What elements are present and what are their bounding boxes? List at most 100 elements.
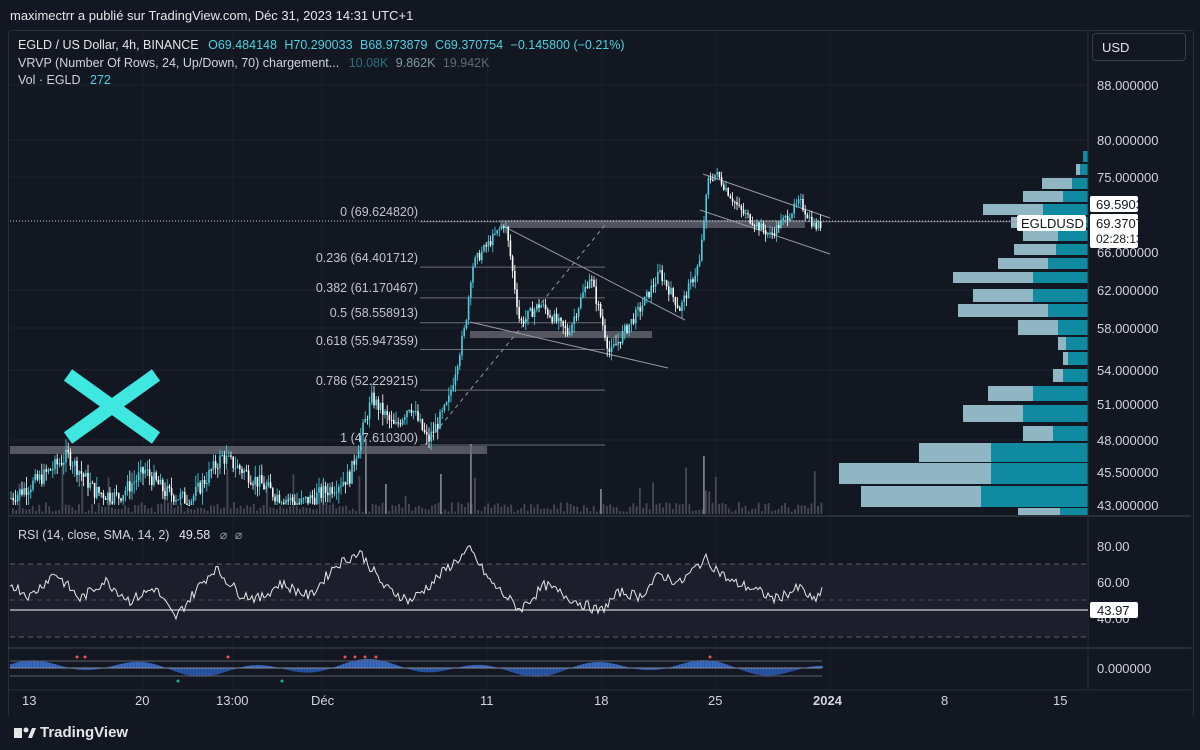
volume-bar	[645, 503, 648, 514]
oscillator-bar	[614, 664, 616, 668]
volume-bar	[84, 511, 87, 514]
volume-legend[interactable]: Vol · EGLD 272	[18, 73, 111, 87]
candle-body	[740, 205, 743, 211]
oscillator-bar	[391, 663, 393, 668]
volume-bar	[632, 503, 635, 514]
vrvp-label[interactable]: VRVP (Number Of Rows, 24, Up/Down, 70) c…	[18, 56, 340, 70]
candle-body	[109, 492, 111, 502]
volume-bar	[417, 505, 420, 514]
resistance-zone-top[interactable]	[500, 220, 805, 228]
candle-body	[571, 324, 573, 334]
candle-body	[69, 451, 72, 466]
candle-body	[195, 486, 197, 497]
oscillator-bar	[610, 663, 612, 668]
profile-down-row	[958, 304, 1048, 317]
oscillator-bar	[562, 668, 564, 672]
candle-body	[461, 335, 463, 356]
oscillator-bar	[190, 668, 192, 676]
candle-body	[522, 320, 525, 324]
candle-body	[525, 318, 527, 324]
oscillator-bar	[449, 668, 451, 670]
volume-label[interactable]: Vol · EGLD	[18, 73, 81, 87]
price-axis[interactable]: 88.000000 80.000000 75.000000 66.000000 62.0…	[1097, 78, 1158, 513]
oscillator-bar	[674, 665, 676, 668]
candle-body	[426, 432, 428, 435]
candle-body	[654, 283, 657, 287]
oscillator-bar	[202, 668, 204, 677]
oscillator-bar	[775, 668, 777, 675]
oscillator-bar	[703, 660, 705, 668]
trend-lines[interactable]	[424, 173, 831, 446]
support-zone-left[interactable]	[10, 446, 487, 454]
visibility-icon[interactable]: ⌀	[234, 528, 243, 542]
volume-bar	[728, 508, 730, 514]
candle-body	[346, 471, 349, 485]
oscillator-bar	[296, 668, 298, 672]
candle-body	[298, 503, 300, 505]
volume-bar	[652, 482, 654, 514]
candle-body	[96, 486, 98, 498]
oscillator-bar	[322, 668, 324, 671]
volume-bar	[216, 503, 219, 514]
volume-bar	[559, 502, 562, 514]
oscillator-bar	[386, 661, 388, 668]
rsi-legend[interactable]: RSI (14, close, SMA, 14, 2) 49.58 ⌀ ⌀	[18, 527, 242, 542]
candle-body	[657, 272, 659, 284]
candle-body	[71, 465, 74, 467]
candle-body	[41, 474, 43, 484]
candle-body	[762, 223, 765, 231]
oscillator-bar	[233, 668, 235, 670]
candle-body	[23, 488, 25, 495]
oscillator-histogram	[10, 655, 823, 683]
oscillator-bar	[133, 661, 135, 668]
oscillator-bar	[188, 668, 190, 676]
candle-body	[472, 266, 474, 283]
symbol-name[interactable]: EGLD / US Dollar, 4h, BINANCE	[18, 38, 199, 52]
oscillator-bar	[602, 662, 604, 668]
support-zone-mid[interactable]	[470, 331, 652, 338]
oscillator-bar	[80, 668, 82, 670]
rsi-label[interactable]: RSI (14, close, SMA, 14, 2)	[18, 528, 170, 542]
time-tick: 13	[22, 693, 36, 708]
time-axis[interactable]: 13 20 13:00 Déc 11 18 25 2024 8 15	[22, 693, 1067, 708]
candle-body	[236, 465, 239, 468]
oscillator-bar	[698, 660, 700, 668]
oscillator-signal-dot	[708, 655, 712, 659]
oscillator-bar	[214, 668, 216, 675]
candle-body	[639, 307, 641, 312]
oscillator-bar	[617, 664, 619, 668]
volume-bar	[35, 510, 37, 514]
candle-body	[562, 320, 564, 326]
oscillator-bar	[442, 668, 444, 671]
candle-body	[159, 479, 162, 485]
volume-bar	[401, 507, 404, 514]
symbol-legend[interactable]: EGLD / US Dollar, 4h, BINANCE O69.484148…	[18, 38, 625, 52]
oscillator-signal-dot	[83, 655, 87, 659]
volume-bar	[606, 506, 608, 514]
vrvp-value-total: 19.942K	[442, 56, 490, 70]
candle-body	[43, 469, 45, 484]
oscillator-bar	[17, 662, 19, 668]
oscillator-bar	[118, 664, 120, 668]
oscillator-bar	[530, 668, 532, 677]
oscillator-bar	[409, 668, 411, 670]
visibility-icon[interactable]: ⌀	[219, 528, 228, 542]
profile-down-row	[919, 443, 991, 462]
volume-bar	[569, 504, 572, 514]
volume-bar	[787, 507, 790, 514]
oscillator-bar	[145, 662, 147, 668]
vrvp-legend[interactable]: VRVP (Number Of Rows, 24, Up/Down, 70) c…	[18, 56, 489, 70]
candle-body	[272, 488, 274, 497]
volume-bar	[342, 506, 344, 514]
volume-bar	[800, 505, 803, 514]
oscillator-bar	[328, 668, 330, 670]
volume-bar	[437, 502, 440, 514]
volume-bar	[576, 506, 579, 514]
oscillator-bar	[265, 665, 267, 668]
oscillator-bar	[491, 666, 493, 668]
volume-bar	[266, 478, 268, 514]
oscillator-bar	[551, 668, 553, 675]
currency-selector[interactable]: USD	[1092, 33, 1186, 61]
candle-body	[278, 494, 281, 503]
